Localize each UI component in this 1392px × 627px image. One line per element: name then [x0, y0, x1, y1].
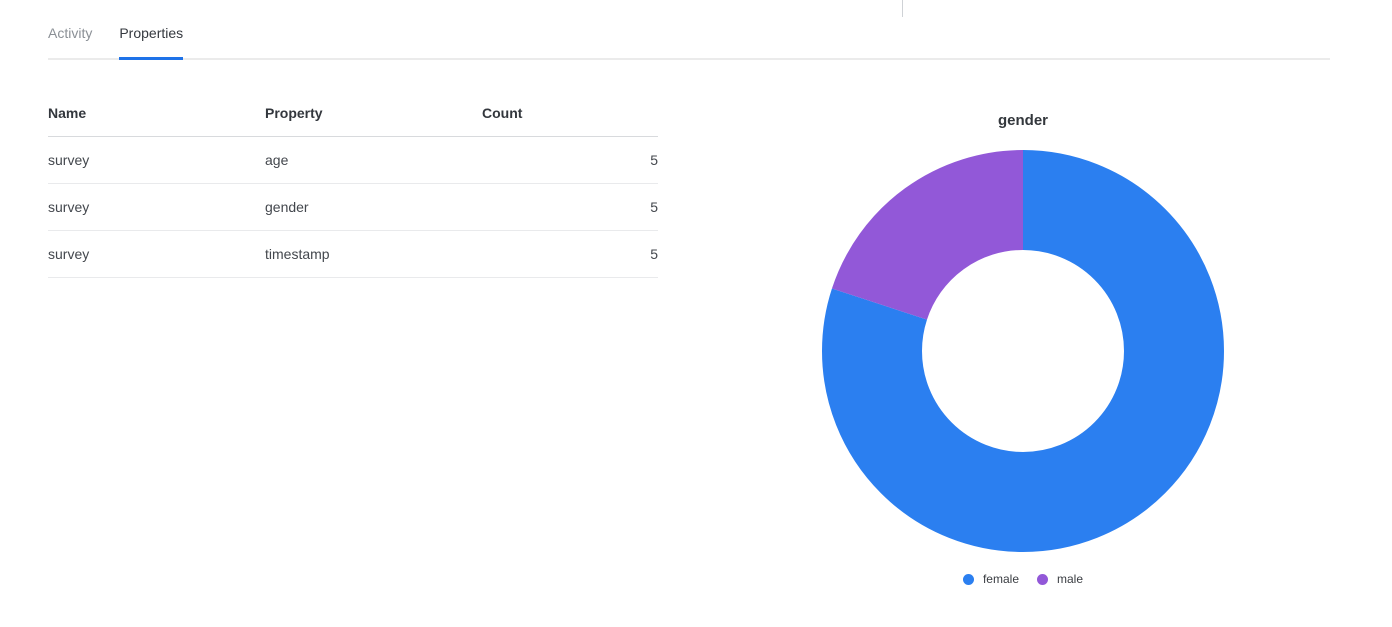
top-divider [902, 0, 903, 17]
properties-table: Name Property Count survey age 5 survey … [48, 90, 658, 278]
table-header: Name Property Count [48, 90, 658, 137]
cell-count: 5 [482, 136, 658, 184]
legend-item-male[interactable]: male [1037, 572, 1083, 586]
legend-dot-male [1037, 573, 1048, 585]
column-header-property: Property [265, 90, 482, 137]
cell-name: survey [48, 183, 265, 231]
tab-activity[interactable]: Activity [48, 25, 93, 41]
legend-item-female[interactable]: female [962, 572, 1019, 586]
column-header-count: Count [482, 90, 658, 137]
legend-label: female [982, 572, 1019, 586]
cell-property: gender [265, 183, 482, 231]
donut-segment-male[interactable] [822, 150, 1224, 552]
cell-property: age [265, 136, 482, 184]
table-row[interactable]: survey age 5 [48, 136, 658, 184]
legend-label: male [1057, 572, 1084, 586]
donut-chart [822, 150, 1224, 552]
tab-bar: Activity Properties [48, 25, 1330, 60]
tab-properties[interactable]: Properties [119, 25, 184, 60]
column-header-name: Name [48, 90, 265, 137]
cell-property: timestamp [265, 230, 482, 278]
chart-title: gender [997, 112, 1048, 129]
cell-count: 5 [482, 183, 658, 231]
table-row[interactable]: survey gender 5 [48, 183, 658, 231]
cell-name: survey [48, 136, 265, 184]
cell-count: 5 [482, 230, 658, 278]
table-row[interactable]: survey timestamp 5 [48, 230, 658, 278]
legend-dot-female [962, 573, 974, 585]
chart-legend: female male [822, 572, 1224, 586]
cell-name: survey [48, 230, 265, 278]
